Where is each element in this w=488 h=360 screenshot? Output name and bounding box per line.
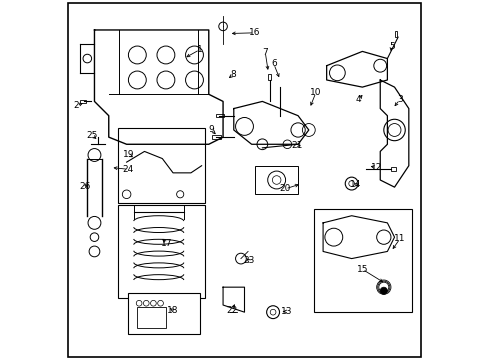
Text: 1: 1: [197, 45, 203, 54]
Text: 14: 14: [349, 180, 361, 189]
Bar: [255, 166, 298, 194]
Text: 9: 9: [208, 126, 214, 135]
Text: 12: 12: [370, 163, 382, 172]
Bar: [212, 135, 221, 139]
FancyBboxPatch shape: [118, 128, 205, 203]
Text: 19: 19: [123, 150, 135, 159]
FancyBboxPatch shape: [118, 205, 205, 298]
Bar: [80, 100, 85, 103]
Text: 8: 8: [230, 70, 236, 79]
Text: 11: 11: [393, 234, 405, 243]
Text: 6: 6: [270, 59, 276, 68]
Text: 2: 2: [74, 101, 79, 110]
Text: 26: 26: [80, 181, 91, 190]
Text: 5: 5: [388, 41, 394, 50]
Text: 3: 3: [396, 95, 402, 104]
Text: 21: 21: [291, 141, 302, 150]
Text: 15: 15: [356, 265, 367, 274]
FancyBboxPatch shape: [313, 208, 411, 312]
Bar: [267, 73, 271, 80]
Text: 7: 7: [262, 48, 267, 57]
Text: 22: 22: [226, 306, 237, 315]
Text: 25: 25: [86, 131, 98, 140]
Text: 20: 20: [279, 184, 290, 193]
Bar: [394, 31, 397, 37]
Bar: [216, 114, 224, 117]
Text: 17: 17: [161, 239, 172, 248]
Text: 10: 10: [309, 88, 321, 97]
Bar: [390, 167, 395, 171]
Text: 4: 4: [355, 95, 361, 104]
Text: 18: 18: [167, 306, 179, 315]
Circle shape: [380, 287, 386, 294]
Bar: [137, 307, 165, 328]
Text: 24: 24: [122, 165, 134, 174]
FancyBboxPatch shape: [128, 293, 200, 334]
Text: 13: 13: [280, 307, 291, 316]
Text: 16: 16: [248, 28, 260, 37]
Text: 23: 23: [243, 256, 254, 265]
